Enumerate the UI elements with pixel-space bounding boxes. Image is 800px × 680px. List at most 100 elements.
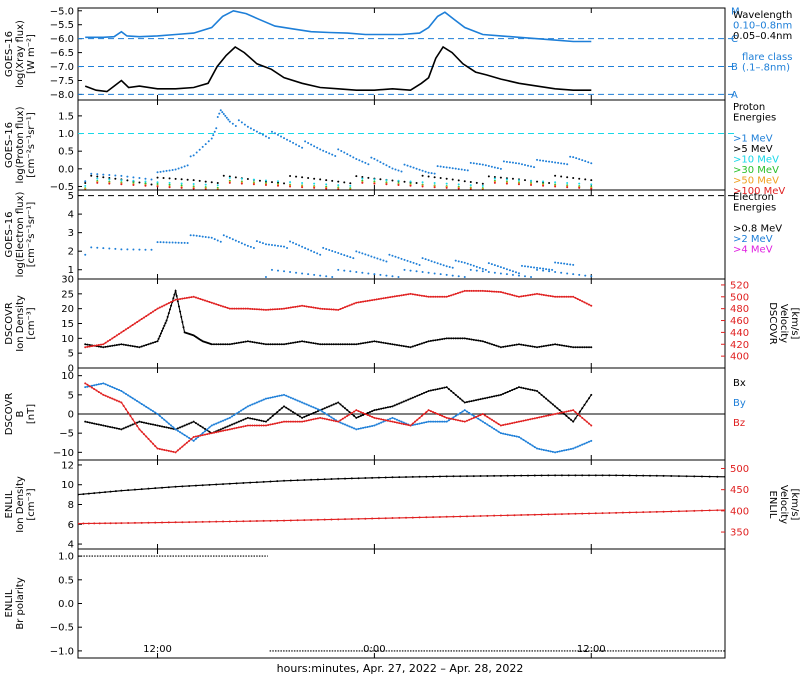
series--2-mev-point: [572, 263, 575, 266]
series--2-mev-point: [334, 251, 337, 254]
series--2-mev-point: [454, 259, 457, 262]
series--0-8-mev-point: [307, 273, 310, 276]
series--1-mev-point: [224, 114, 227, 117]
series--100-mev-point: [493, 181, 496, 184]
right-axis-label: Velocity: [778, 304, 789, 343]
series--1-mev-point: [84, 180, 87, 183]
y-axis-label: [cm⁻²s⁻¹sr⁻¹]: [26, 202, 37, 268]
series--1-mev-point: [189, 155, 192, 158]
series--1-mev-point: [530, 165, 533, 168]
series--1-mev-point: [349, 154, 352, 157]
series--1-mev-point: [165, 169, 168, 172]
y-tick-label: 1.0: [58, 129, 74, 140]
y-tick-label: 10: [61, 334, 74, 345]
series--2-mev-point: [138, 248, 141, 251]
series--0-8-mev-point: [578, 273, 581, 276]
y-axis-label: Ion Density: [15, 295, 26, 352]
series--1-mev-point: [481, 163, 484, 166]
series--2-mev-point: [165, 241, 168, 244]
series--1-mev-point: [499, 167, 502, 170]
series--0-8-mev-point: [295, 271, 298, 274]
y-tick-label: −7.5: [50, 76, 74, 87]
series--0-8-mev-point: [379, 273, 382, 276]
series--0-8-mev-point: [355, 271, 358, 274]
series--0-8-mev-point: [283, 270, 286, 273]
series--5-mev-point: [499, 176, 502, 179]
series--1-mev-point: [216, 115, 219, 118]
series--1-mev-point: [337, 148, 340, 151]
y-tick-label: 0: [68, 410, 74, 421]
series--1-mev-point: [237, 119, 240, 122]
y-tick-label: 12: [61, 460, 74, 471]
y-axis-label: GOES–16: [4, 31, 15, 77]
series--2-mev-point: [557, 261, 560, 264]
series--5-mev-point: [331, 179, 334, 182]
series--0-8-mev-point: [469, 268, 472, 271]
series-bz-line: [84, 382, 592, 453]
series--10-mev-point: [397, 179, 400, 182]
legend-entry: (.1–.8nm): [742, 63, 790, 74]
legend-entry: 0.05–0.4nm: [733, 31, 792, 42]
series--5-mev-point: [234, 176, 237, 179]
series--2-mev-point: [156, 241, 159, 244]
series--100-mev-point: [590, 187, 593, 190]
series--1-mev-point: [361, 160, 364, 163]
series--2-mev-point: [331, 249, 334, 252]
y-tick-label: 5: [68, 191, 74, 202]
panel-frame: [77, 459, 726, 550]
series--100-mev-point: [421, 185, 424, 188]
right-y-tick-label: 480: [730, 304, 749, 315]
series--1-mev-point: [394, 168, 397, 171]
series--100-mev-point: [397, 184, 400, 187]
series--1-mev-point: [126, 175, 129, 178]
series--1-mev-point: [376, 159, 379, 162]
right-axis-label: ENLIL: [767, 491, 778, 519]
series--100-mev-point: [566, 186, 569, 189]
series--5-mev-point: [138, 181, 141, 184]
series--2-mev-point: [84, 253, 87, 256]
series--5-mev-point: [192, 179, 195, 182]
series--5-mev-point: [403, 180, 406, 183]
series--5-mev-point: [258, 179, 261, 182]
series--1-mev-point: [551, 161, 554, 164]
series--5-mev-point: [367, 176, 370, 179]
legend-entry: >5 MeV: [733, 144, 773, 155]
y-tick-label: 20: [61, 304, 74, 315]
series--1-mev-point: [90, 172, 93, 175]
series--0-8-mev-point: [319, 274, 322, 277]
series--2-mev-point: [496, 265, 499, 268]
series--0-8-mev-point: [367, 272, 370, 275]
series--2-mev-point: [463, 261, 466, 264]
series--2-mev-point: [566, 263, 569, 266]
series--5-mev-point: [222, 174, 225, 177]
series--10-mev-point: [566, 181, 569, 184]
series--2-mev-point: [355, 250, 358, 253]
series--2-mev-point: [379, 258, 382, 261]
series--1-mev-point: [439, 165, 442, 168]
series--1-mev-point: [421, 169, 424, 172]
series--5-mev-point: [210, 181, 213, 184]
series--2-mev-point: [319, 253, 322, 256]
series--1-mev-point: [578, 158, 581, 161]
series--0-8-mev-point: [530, 275, 533, 278]
series--1-mev-point: [523, 163, 526, 166]
y-tick-label: 1: [68, 265, 74, 276]
series--2-mev-point: [210, 236, 213, 239]
series--2-mev-point: [198, 235, 201, 238]
series--1-mev-point: [514, 162, 517, 165]
series--1-mev-point: [159, 170, 162, 173]
y-axis-label: log(Proton flux): [15, 106, 26, 183]
right-y-tick-label: 500: [730, 292, 749, 303]
series--1-mev-point: [442, 165, 445, 168]
series--10-mev-point: [373, 178, 376, 181]
series--100-mev-point: [385, 183, 388, 186]
legend-entry: Bz: [733, 418, 745, 429]
y-tick-label: −6.5: [50, 48, 74, 59]
legend-entry: >1 MeV: [733, 134, 773, 145]
series--2-mev-point: [469, 263, 472, 266]
series--2-mev-point: [472, 264, 475, 267]
right-axis-label: Velocity: [778, 485, 789, 524]
legend-entry: flare class: [742, 52, 792, 63]
legend-entry: By: [733, 398, 746, 409]
